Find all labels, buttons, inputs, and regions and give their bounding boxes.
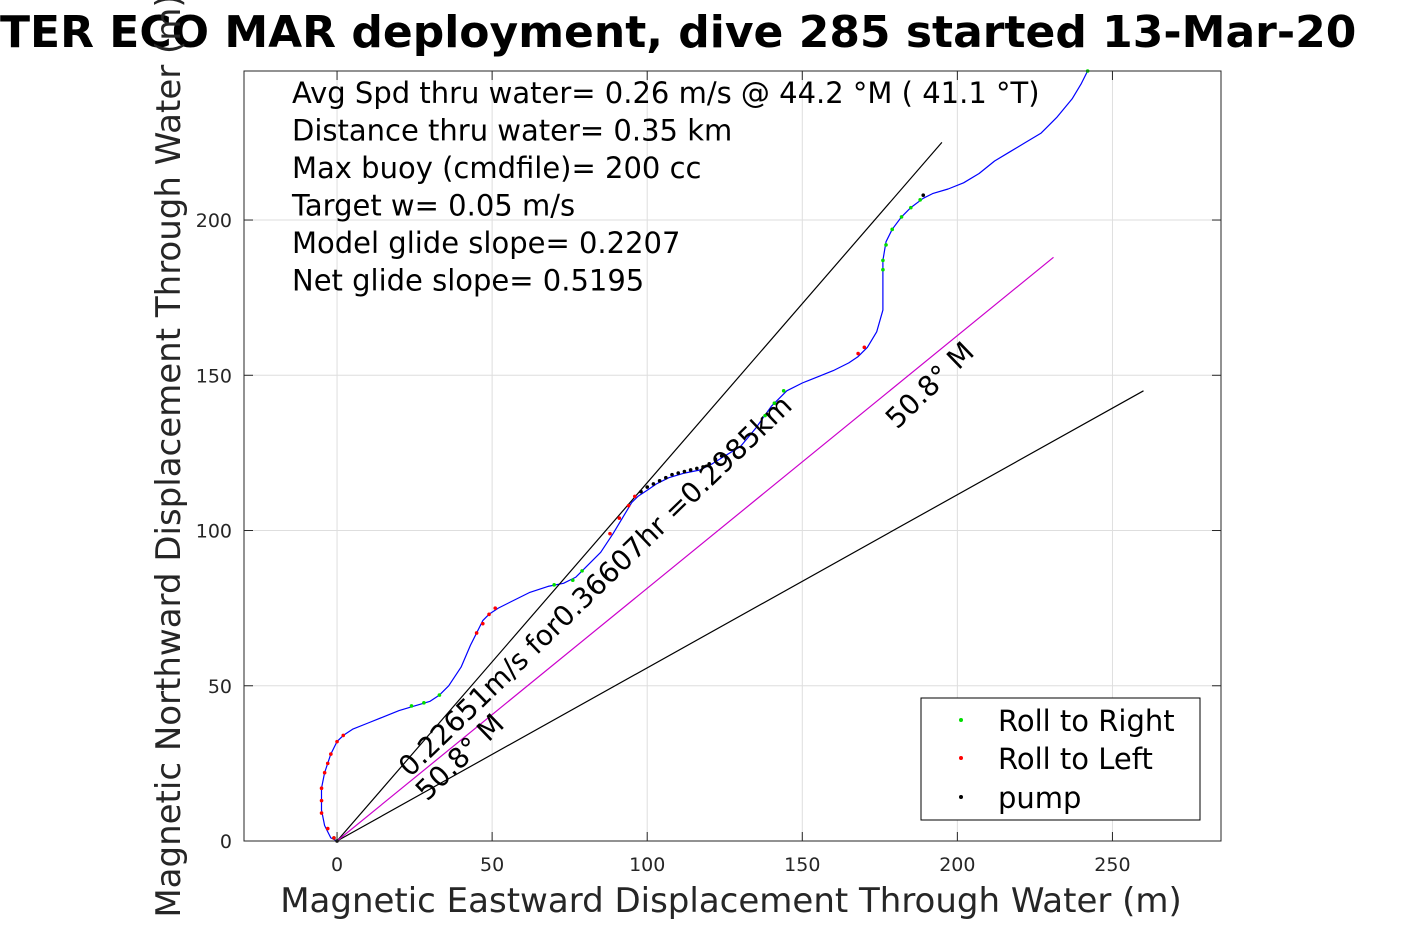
- annotation-line: Net glide slope= 0.5195: [292, 264, 644, 298]
- marker-pump: [719, 454, 724, 458]
- marker-roll-left: [325, 761, 330, 766]
- y-tick-label: 200: [196, 210, 232, 232]
- marker-roll-right: [570, 578, 575, 582]
- marker-pump: [688, 468, 693, 472]
- x-tick-label: 250: [1094, 854, 1130, 876]
- series-line-2: [336, 390, 1144, 842]
- annotation-line: Model glide slope= 0.2207: [292, 226, 680, 260]
- marker-pump: [921, 193, 926, 197]
- marker-roll-left: [341, 733, 346, 738]
- marker-roll-right: [772, 401, 777, 406]
- x-tick-label: 150: [784, 854, 820, 876]
- marker-roll-left: [319, 811, 324, 815]
- legend-label-roll-right: Roll to Right: [998, 704, 1175, 738]
- marker-roll-left: [493, 606, 498, 610]
- annotation-line: Distance thru water= 0.35 km: [292, 114, 732, 148]
- legend-label-roll-left: Roll to Left: [998, 742, 1153, 776]
- marker-roll-left: [608, 531, 612, 536]
- marker-roll-right: [884, 243, 888, 247]
- legend-marker-pump: [959, 795, 963, 799]
- marker-pump: [670, 472, 674, 477]
- legend-box: [920, 697, 1201, 821]
- y-tick-label: 100: [196, 521, 232, 543]
- marker-roll-right: [422, 701, 426, 705]
- ticks: 0 50 100 150 200 250 0 50 100 150 200: [196, 71, 1221, 876]
- marker-roll-left: [862, 345, 867, 350]
- y-axis-label: Magnetic Northward Displacement Through …: [149, 0, 189, 918]
- grid: [244, 71, 1221, 842]
- annotation-line: Target w= 0.05 m/s: [291, 189, 575, 223]
- marker-roll-left: [319, 798, 324, 803]
- series-line-3: [336, 256, 1054, 842]
- marker-roll-right: [909, 205, 913, 210]
- marker-roll-left: [617, 516, 622, 520]
- marker-roll-right: [881, 267, 885, 272]
- y-tick-label: 50: [208, 676, 232, 698]
- marker-roll-left: [325, 826, 330, 831]
- chart-title: TER ECO MAR deployment, dive 285 started…: [0, 7, 1356, 58]
- marker-roll-left: [335, 739, 339, 744]
- marker-pump: [651, 482, 656, 486]
- marker-roll-right: [890, 227, 895, 232]
- marker-roll-right: [881, 258, 885, 263]
- marker-roll-right: [552, 583, 556, 587]
- x-axis-label: Magnetic Eastward Displacement Through W…: [280, 881, 1182, 921]
- marker-pump: [645, 485, 650, 489]
- axes-frame: [243, 70, 1222, 842]
- legend-marker-roll-left: [959, 756, 963, 760]
- marker-roll-right: [763, 413, 767, 418]
- marker-roll-left: [474, 631, 479, 635]
- y-tick-label: 150: [196, 365, 232, 387]
- annotation-line: Avg Spd thru water= 0.26 m/s @ 44.2 °M (…: [292, 76, 1040, 110]
- marker-pump: [707, 461, 712, 466]
- marker-roll-right: [409, 704, 414, 708]
- marker-pump: [657, 479, 662, 483]
- marker-roll-left: [856, 351, 860, 356]
- legend-label-pump: pump: [998, 781, 1081, 815]
- annotation-line: Max buoy (cmdfile)= 200 cc: [292, 151, 701, 185]
- legend: Roll to Right Roll to Left pump: [920, 697, 1201, 821]
- marker-roll-left: [322, 770, 327, 775]
- series-track-0: [320, 70, 1089, 842]
- x-tick-label: 0: [331, 854, 343, 876]
- marker-roll-right: [437, 693, 442, 697]
- annotations: Avg Spd thru water= 0.26 m/s @ 44.2 °M (…: [291, 76, 1040, 298]
- x-tick-label: 200: [939, 854, 975, 876]
- marker-pump: [695, 466, 699, 471]
- marker-pump: [682, 469, 687, 474]
- legend-marker-roll-right: [959, 718, 963, 722]
- marker-roll-left: [329, 752, 333, 756]
- marker-roll-left: [626, 503, 631, 508]
- marker-pump: [701, 465, 705, 469]
- marker-roll-left: [487, 612, 491, 617]
- marker-roll-left: [319, 786, 324, 791]
- marker-roll-left: [481, 621, 485, 626]
- marker-pump: [664, 475, 668, 480]
- marker-pump: [639, 489, 643, 494]
- x-tick-label: 100: [629, 854, 665, 876]
- marker-roll-right: [781, 388, 786, 393]
- marker-roll-right: [580, 569, 584, 573]
- marker-roll-left: [332, 836, 336, 840]
- marker-pump: [713, 457, 718, 461]
- marker-roll-right: [918, 198, 922, 202]
- marker-roll-right: [899, 215, 904, 219]
- plot-layer: [319, 69, 1144, 843]
- x-tick-label: 50: [480, 854, 504, 876]
- marker-roll-left: [633, 494, 637, 499]
- y-tick-label: 0: [220, 831, 232, 853]
- marker-pump: [676, 471, 681, 475]
